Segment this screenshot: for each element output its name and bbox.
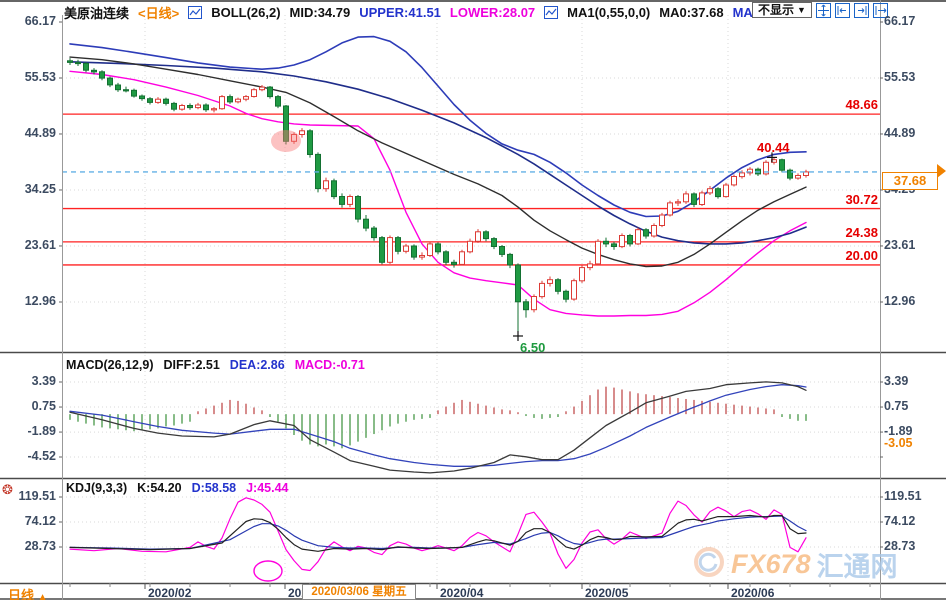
- top-controls: 不显示 ▼: [752, 2, 888, 18]
- price-tick-left: 34.25: [24, 181, 56, 196]
- kdj-j-value: J:45.44: [246, 481, 289, 495]
- price-tick-right: 66.17: [884, 14, 916, 28]
- display-toggle-label: 不显示: [758, 3, 795, 17]
- swing-low-annotation: 6.50: [520, 340, 546, 355]
- settings-sun-icon[interactable]: ❂: [2, 482, 13, 497]
- level-label: 30.72: [845, 191, 878, 207]
- price-tick-left: 55.53: [24, 69, 56, 84]
- price-tick-right: 55.53: [884, 69, 916, 84]
- kdj-k-value: K:54.20: [137, 481, 182, 495]
- price-tick-left: 23.61: [24, 237, 56, 252]
- price-tick-left: 12.96: [24, 294, 56, 308]
- month-label: 2020/02: [148, 586, 192, 600]
- ma-label: MA1(0,55,0,0): [567, 5, 651, 20]
- info-bar: 美原油连续 <日线> BOLL(26,2) MID:34.79 UPPER:41…: [64, 3, 767, 22]
- jump-to-latest-icon[interactable]: [872, 2, 888, 18]
- macd-tick-right: 0.75: [884, 399, 909, 414]
- price-tick-left: 44.89: [24, 125, 56, 140]
- macd-tick-right: -1.89: [884, 424, 913, 439]
- kdj-tick-left: 119.51: [18, 489, 56, 503]
- kdj-tick-right: 119.51: [884, 489, 922, 503]
- month-label: 2020/06: [731, 586, 775, 600]
- kdj-tick-left: 74.12: [24, 514, 56, 528]
- watermark-huitong: 汇通网: [816, 552, 898, 582]
- macd-header: MACD(26,12,9) DIFF:2.51 DEA:2.86 MACD:-0…: [66, 358, 365, 372]
- last-price-badge: 37.68: [882, 172, 938, 190]
- watermark: FX678 汇通网: [693, 545, 898, 584]
- month-label: 2020/05: [585, 586, 629, 600]
- macd-tick-right: 3.39: [884, 374, 909, 388]
- macd-current-badge: -3.05: [884, 436, 913, 450]
- kdj-tick-left: 28.73: [24, 539, 56, 553]
- macd-name: MACD(26,12,9): [66, 358, 154, 372]
- shift-left-icon[interactable]: [834, 2, 850, 18]
- kdj-panel: [69, 497, 807, 582]
- highlight-ellipse: [271, 130, 301, 152]
- macd-diff-value: DIFF:2.51: [163, 358, 220, 372]
- kdj-highlight-ellipse: [253, 560, 283, 582]
- price-tick-right: 44.89: [884, 125, 916, 140]
- chevron-down-icon: ▼: [797, 5, 806, 15]
- swing-high-annotation: 40.44: [757, 140, 790, 155]
- kdj-tick-right: 28.73: [884, 539, 916, 553]
- period-tag[interactable]: <日线>: [138, 6, 180, 21]
- macd-tick-left: 0.75: [31, 399, 56, 414]
- watermark-fx678: FX678: [731, 549, 811, 579]
- macd-tick-left: -4.52: [27, 449, 57, 463]
- kdj-d-value: D:58.58: [191, 481, 237, 495]
- price-arrow-icon: [937, 164, 946, 178]
- pan-chart-icon[interactable]: [815, 2, 831, 18]
- price-tick-right: 23.61: [884, 237, 916, 252]
- macd-dea-value: DEA:2.86: [229, 358, 285, 372]
- symbol-name[interactable]: 美原油连续: [64, 6, 130, 21]
- period-selector[interactable]: 日线 ▲: [8, 585, 48, 600]
- boll-upper-value: UPPER:41.51: [359, 5, 441, 20]
- ma0-value: MA0:37.68: [659, 5, 724, 20]
- shift-right-icon[interactable]: [853, 2, 869, 18]
- kdj-name: KDJ(9,3,3): [66, 481, 128, 495]
- boll-lower-value: LOWER:28.07: [449, 5, 536, 20]
- price-tick-right: 12.96: [884, 294, 916, 308]
- boll-label: BOLL(26,2): [211, 5, 281, 20]
- level-label: 24.38: [845, 224, 878, 240]
- macd-value: MACD:-0.71: [294, 358, 365, 372]
- kdj-header: KDJ(9,3,3) K:54.20 D:58.58 J:45.44: [66, 481, 289, 495]
- main-panel: [62, 35, 880, 341]
- triangle-up-icon: ▲: [37, 592, 48, 600]
- kdj-tick-right: 74.12: [884, 514, 916, 528]
- macd-panel: [69, 381, 807, 474]
- date-tooltip: 2020/03/06 星期五: [302, 584, 416, 600]
- indicator-chart-icon: [188, 6, 203, 19]
- display-toggle-button[interactable]: 不显示 ▼: [752, 2, 812, 18]
- macd-tick-left: -1.89: [27, 424, 57, 439]
- indicator-chart-icon: [544, 6, 559, 19]
- level-label: 20.00: [845, 247, 878, 263]
- level-label: 48.66: [845, 97, 878, 113]
- period-label: 日线: [8, 588, 35, 600]
- month-label: 2020/04: [440, 586, 484, 600]
- price-tick-left: 66.17: [24, 14, 56, 28]
- boll-mid-value: MID:34.79: [289, 5, 351, 20]
- watermark-logo-icon: [693, 546, 725, 583]
- macd-tick-left: 3.39: [31, 374, 56, 388]
